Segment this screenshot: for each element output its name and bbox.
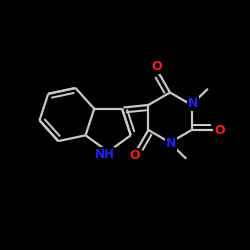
Text: O: O bbox=[129, 149, 140, 162]
Text: O: O bbox=[214, 124, 225, 136]
Text: NH: NH bbox=[94, 148, 114, 161]
Text: N: N bbox=[166, 137, 176, 150]
Text: O: O bbox=[151, 60, 162, 73]
Text: N: N bbox=[188, 97, 198, 110]
